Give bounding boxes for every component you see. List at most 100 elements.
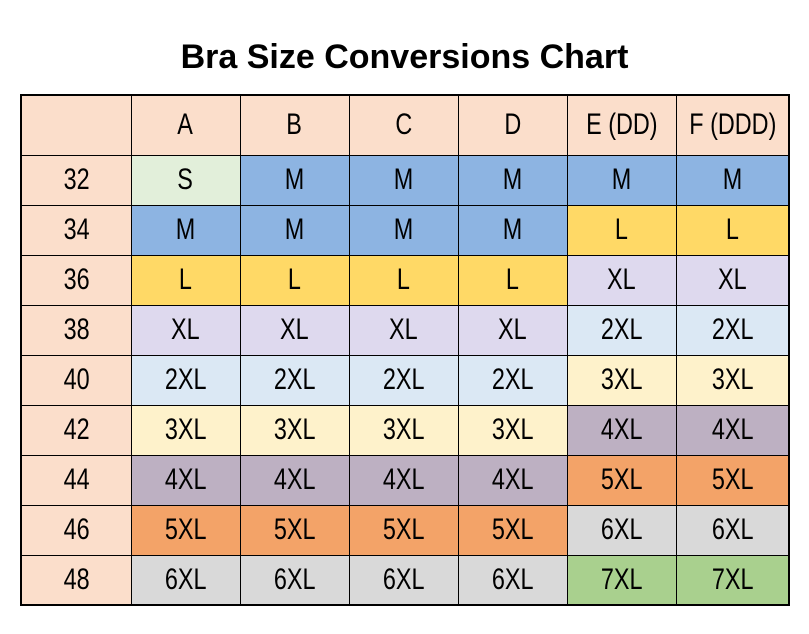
- size-cell: 7XL: [675, 554, 790, 606]
- column-header-a: A: [130, 94, 241, 156]
- size-cell: 3XL: [130, 404, 241, 456]
- size-cell: 2XL: [566, 304, 677, 356]
- size-cell: 6XL: [566, 504, 677, 556]
- size-cell-text: L: [505, 263, 520, 296]
- size-cell: 5XL: [566, 454, 677, 506]
- size-cell: XL: [239, 304, 350, 356]
- size-cell-text: 2XL: [164, 363, 207, 396]
- size-cell: 6XL: [348, 554, 459, 606]
- page-title: Bra Size Conversions Chart: [180, 38, 629, 76]
- size-cell: L: [566, 204, 677, 256]
- size-cell-text: M: [393, 213, 414, 246]
- size-cell: M: [457, 204, 568, 256]
- row-label: 42: [20, 404, 132, 456]
- size-cell: S: [130, 154, 241, 206]
- size-cell-text: 2XL: [711, 313, 754, 346]
- size-cell: 5XL: [239, 504, 350, 556]
- size-cell-text: XL: [171, 313, 200, 346]
- size-cell-text: 6XL: [273, 562, 316, 596]
- size-cell-text: 5XL: [600, 463, 643, 496]
- size-cell-text: 2XL: [382, 363, 425, 396]
- size-cell-text: M: [284, 213, 305, 246]
- size-cell-text: 4XL: [600, 413, 643, 446]
- size-cell-text: M: [722, 163, 743, 196]
- size-cell-text: L: [178, 263, 193, 296]
- row-label: 38: [20, 304, 132, 356]
- size-cell: M: [239, 154, 350, 206]
- size-cell-text: 4XL: [382, 463, 425, 496]
- row-label-text: 40: [63, 363, 90, 396]
- size-cell: 7XL: [566, 554, 677, 606]
- column-header-label: A: [177, 108, 194, 142]
- column-header-label: D: [504, 108, 521, 142]
- size-cell-text: 4XL: [164, 463, 207, 496]
- size-cell: M: [348, 154, 459, 206]
- row-label-text: 38: [63, 313, 90, 346]
- row-label: 34: [20, 204, 132, 256]
- table-row-40: 40 2XL 2XL 2XL 2XL 3XL 3XL: [20, 354, 790, 406]
- size-cell: 2XL: [457, 354, 568, 406]
- row-label: 44: [20, 454, 132, 506]
- size-cell-text: 6XL: [491, 562, 534, 596]
- size-cell-text: XL: [607, 263, 636, 296]
- row-label-text: 44: [63, 463, 90, 496]
- column-header-e-dd: E (DD): [566, 94, 677, 156]
- column-header-b: B: [239, 94, 350, 156]
- size-cell-text: 2XL: [600, 313, 643, 346]
- size-cell-text: 3XL: [273, 413, 316, 446]
- size-cell: 6XL: [457, 554, 568, 606]
- corner-cell: [20, 94, 132, 156]
- size-cell: XL: [457, 304, 568, 356]
- table-row-46: 46 5XL 5XL 5XL 5XL 6XL 6XL: [20, 504, 790, 556]
- size-cell: XL: [348, 304, 459, 356]
- size-cell-text: 3XL: [600, 363, 643, 396]
- size-cell-text: XL: [389, 313, 418, 346]
- column-header-label: B: [286, 108, 303, 142]
- size-cell: 4XL: [130, 454, 241, 506]
- table-row-44: 44 4XL 4XL 4XL 4XL 5XL 5XL: [20, 454, 790, 506]
- row-label: 46: [20, 504, 132, 556]
- size-cell: M: [348, 204, 459, 256]
- row-label-text: 34: [63, 213, 90, 246]
- column-header-f-ddd: F (DDD): [675, 94, 790, 156]
- row-label: 48: [20, 554, 132, 606]
- row-label: 40: [20, 354, 132, 406]
- size-cell-text: 6XL: [164, 562, 207, 596]
- size-cell-text: 6XL: [382, 562, 425, 596]
- size-cell: 3XL: [348, 404, 459, 456]
- size-cell: M: [130, 204, 241, 256]
- table-row-48: 48 6XL 6XL 6XL 6XL 7XL 7XL: [20, 554, 790, 606]
- row-label-text: 48: [63, 562, 90, 596]
- size-cell: 4XL: [566, 404, 677, 456]
- size-cell: 6XL: [130, 554, 241, 606]
- size-cell: M: [675, 154, 790, 206]
- size-cell: 2XL: [675, 304, 790, 356]
- row-label-text: 46: [63, 513, 90, 546]
- size-cell: 4XL: [348, 454, 459, 506]
- size-cell-text: L: [725, 213, 739, 246]
- row-label-text: 42: [63, 413, 90, 446]
- size-cell-text: XL: [718, 263, 747, 296]
- size-cell-text: M: [611, 163, 632, 196]
- size-cell: XL: [675, 254, 790, 306]
- size-cell-text: 5XL: [711, 463, 754, 496]
- size-cell: 2XL: [239, 354, 350, 406]
- size-cell-text: 5XL: [491, 513, 534, 546]
- size-cell: 6XL: [239, 554, 350, 606]
- size-cell-text: S: [177, 163, 194, 196]
- size-cell-text: 2XL: [273, 363, 316, 396]
- size-cell-text: 4XL: [711, 413, 754, 446]
- column-header-label: E (DD): [585, 108, 658, 142]
- size-cell-text: XL: [498, 313, 527, 346]
- row-label: 36: [20, 254, 132, 306]
- size-cell-text: 3XL: [382, 413, 425, 446]
- size-cell: M: [566, 154, 677, 206]
- size-cell: 4XL: [457, 454, 568, 506]
- size-cell-text: 7XL: [711, 562, 754, 596]
- size-cell-text: 5XL: [164, 513, 207, 546]
- size-cell: 3XL: [566, 354, 677, 406]
- size-cell-text: 4XL: [491, 463, 534, 496]
- column-header-d: D: [457, 94, 568, 156]
- size-cell: 3XL: [457, 404, 568, 456]
- size-cell-text: 3XL: [711, 363, 754, 396]
